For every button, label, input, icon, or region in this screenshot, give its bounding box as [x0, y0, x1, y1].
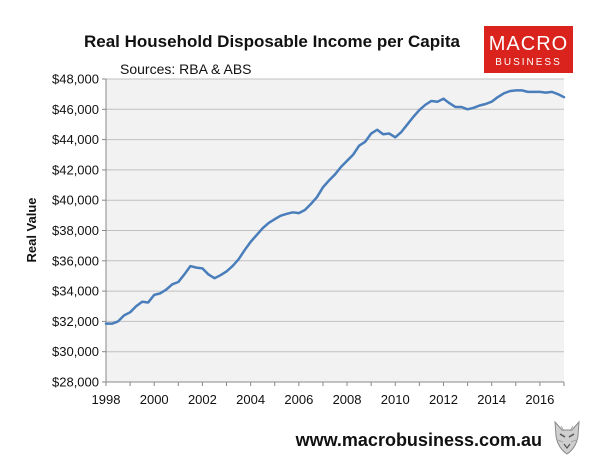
- y-tick-label: $36,000: [52, 253, 99, 268]
- x-tick-label: 2010: [381, 392, 410, 407]
- y-tick-label: $44,000: [52, 132, 99, 147]
- x-tick-label: 2014: [477, 392, 506, 407]
- y-tick-label: $32,000: [52, 314, 99, 329]
- y-tick-label: $30,000: [52, 344, 99, 359]
- footer-url[interactable]: www.macrobusiness.com.au: [295, 430, 542, 450]
- y-axis-ticks: $28,000 $30,000 $32,000 $34,000 $36,000 $38,0…: [52, 72, 106, 390]
- y-tick-label: $34,000: [52, 284, 99, 299]
- x-tick-label: 2006: [284, 392, 313, 407]
- chart-title: Real Household Disposable Income per Cap…: [84, 32, 461, 51]
- x-tick-label: 2016: [525, 392, 554, 407]
- x-tick-label: 1998: [92, 392, 121, 407]
- series-line: [104, 89, 566, 325]
- series-layer: [104, 89, 566, 325]
- x-tick-label: 2008: [333, 392, 362, 407]
- macrobusiness-logo: MACRO BUSINESS: [484, 26, 573, 73]
- x-tick-label: 2002: [188, 392, 217, 407]
- gridlines: [106, 78, 564, 353]
- y-tick-label: $48,000: [52, 72, 99, 87]
- logo-line-2: BUSINESS: [495, 57, 562, 68]
- logo-line-1: MACRO: [489, 33, 568, 55]
- x-tick-label: 2000: [140, 392, 169, 407]
- wolf-icon: [554, 420, 580, 455]
- y-axis-label: Real Value: [24, 197, 39, 262]
- y-tick-label: $38,000: [52, 223, 99, 238]
- x-tick-label: 2012: [429, 392, 458, 407]
- chart-subtitle: Sources: RBA & ABS: [120, 61, 252, 77]
- x-tick-label: 2004: [236, 392, 265, 407]
- y-tick-label: $40,000: [52, 193, 99, 208]
- x-axis-ticks: 1998 2000 2002 2004 2006 2008 2010 2012 2014 2016: [92, 382, 565, 407]
- y-tick-label: $46,000: [52, 102, 99, 117]
- y-tick-label: $28,000: [52, 375, 99, 390]
- y-tick-label: $42,000: [52, 162, 99, 177]
